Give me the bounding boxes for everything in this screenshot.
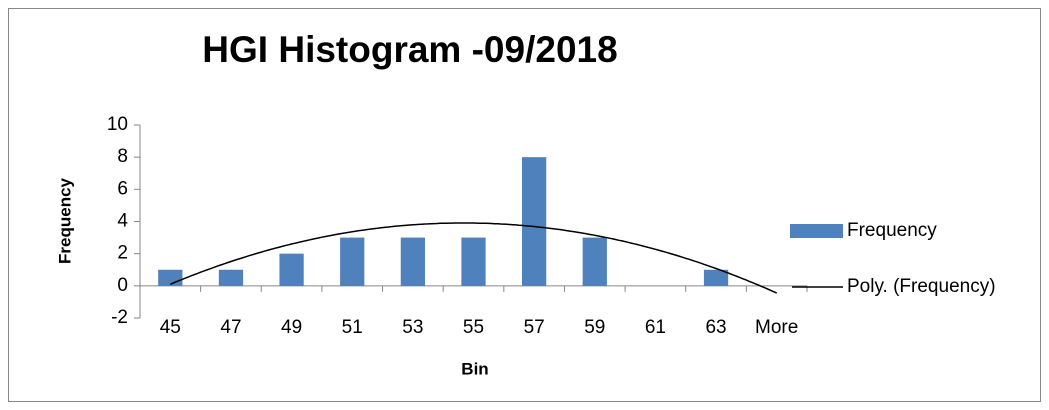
x-tick-label: More xyxy=(755,317,798,338)
bar xyxy=(158,269,183,286)
x-tick-label: 49 xyxy=(281,317,302,338)
x-tick-label: 45 xyxy=(160,317,181,338)
trendline xyxy=(170,222,777,294)
legend-label: Frequency xyxy=(847,220,937,241)
x-tick-label: 51 xyxy=(342,317,363,338)
bar xyxy=(461,237,486,286)
x-tick-label: 57 xyxy=(524,317,545,338)
y-tick-label: -2 xyxy=(111,307,128,328)
x-tick-label: 53 xyxy=(402,317,423,338)
x-tick-label: 61 xyxy=(645,317,666,338)
x-tick-label: 63 xyxy=(705,317,726,338)
bar xyxy=(703,269,729,286)
x-tick-label: 59 xyxy=(584,317,605,338)
bar xyxy=(522,157,547,286)
bar xyxy=(218,269,244,286)
bar xyxy=(340,237,365,286)
y-tick-label: 6 xyxy=(117,178,128,199)
legend-label: Poly. (Frequency) xyxy=(847,276,996,297)
x-axis-label: Bin xyxy=(461,359,488,378)
y-tick-label: 2 xyxy=(117,243,128,264)
legend-swatch xyxy=(790,224,843,238)
bar xyxy=(400,237,425,286)
y-tick-label: 10 xyxy=(107,114,128,135)
bar xyxy=(279,253,304,286)
x-tick-label: 47 xyxy=(220,317,241,338)
y-tick-label: 4 xyxy=(117,211,128,232)
y-axis-label: Frequency xyxy=(55,177,74,264)
bar xyxy=(582,237,607,286)
chart-title: HGI Histogram -09/2018 xyxy=(202,29,617,70)
trendline-group xyxy=(170,222,777,294)
y-tick-label: 0 xyxy=(117,275,128,296)
y-tick-label: 8 xyxy=(117,146,128,167)
x-tick-label: 55 xyxy=(463,317,484,338)
